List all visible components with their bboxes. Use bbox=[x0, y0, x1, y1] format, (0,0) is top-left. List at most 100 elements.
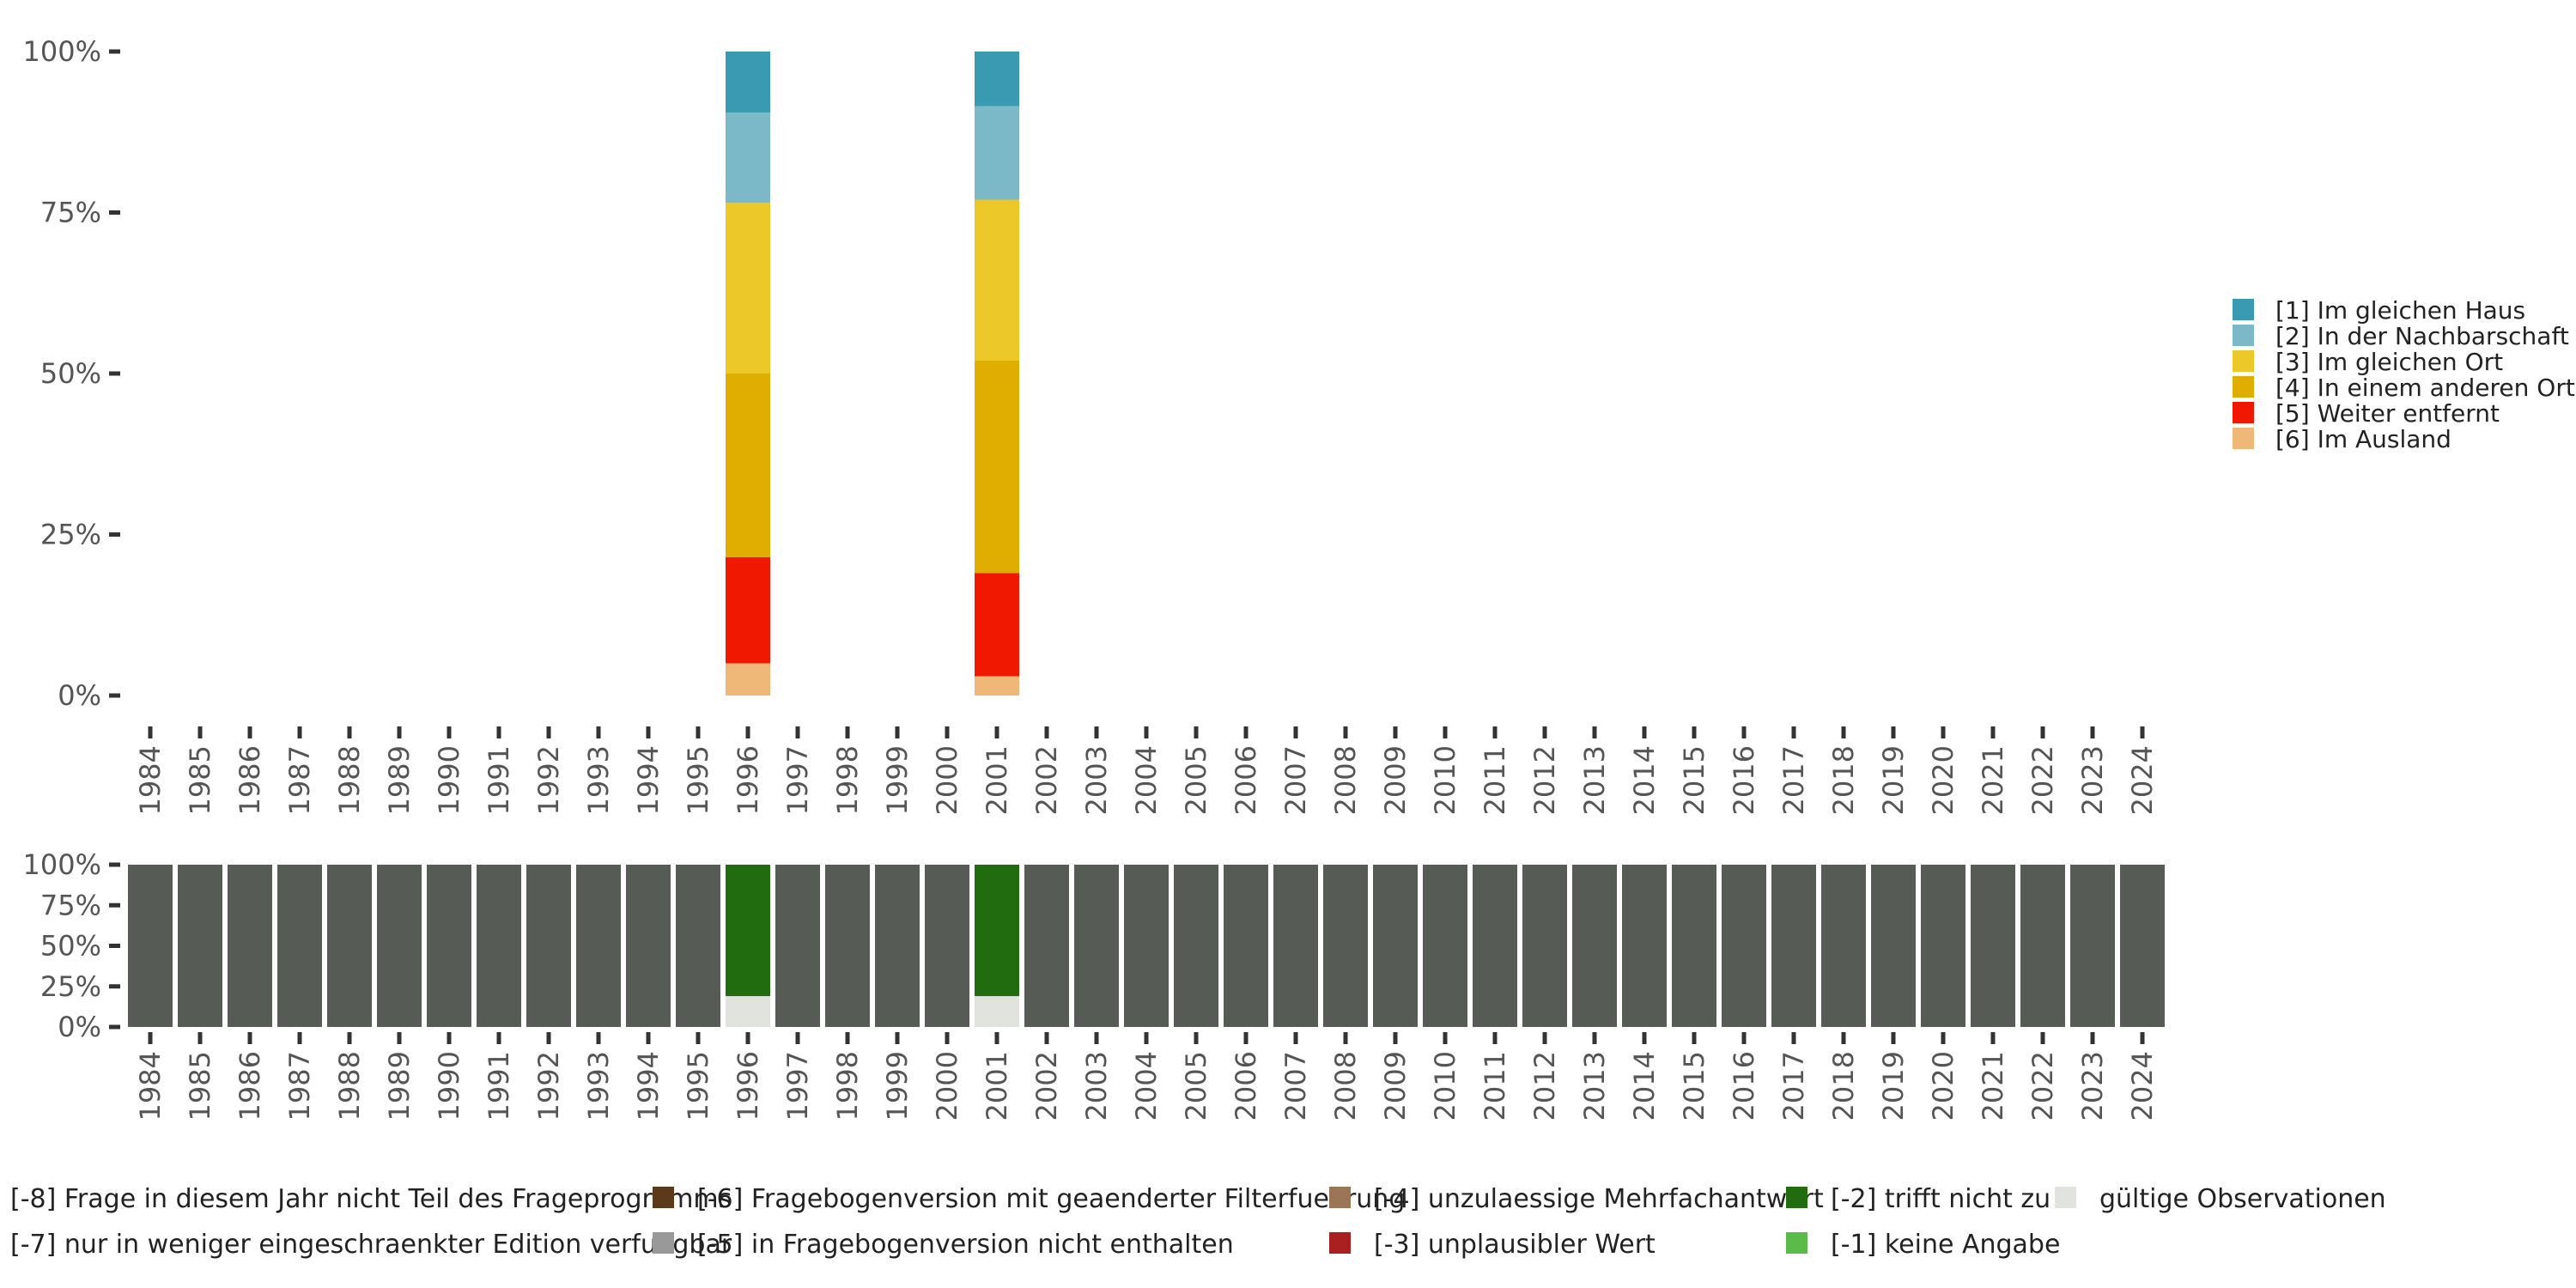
y-tick-label: 75% bbox=[40, 889, 101, 921]
bar-segment bbox=[277, 865, 322, 1027]
x-tick-label: 1995 bbox=[682, 1051, 714, 1121]
bar-segment bbox=[1224, 865, 1268, 1027]
legend-label: [6] Im Ausland bbox=[2275, 425, 2451, 453]
y-tick-label: 50% bbox=[40, 357, 101, 390]
x-tick-label: 1989 bbox=[383, 1051, 416, 1121]
x-tick-label: 1994 bbox=[632, 745, 665, 815]
bar-segment bbox=[975, 361, 1019, 574]
y-tick-label: 25% bbox=[40, 970, 101, 1003]
x-tick-label: 1992 bbox=[532, 745, 565, 815]
x-tick-label: 1990 bbox=[433, 745, 465, 815]
bar-segment bbox=[1871, 865, 1916, 1027]
bar-segment bbox=[1971, 865, 2015, 1027]
bar-segment bbox=[726, 374, 770, 557]
bar-segment bbox=[178, 865, 222, 1027]
x-tick-label: 2016 bbox=[1728, 1051, 1760, 1121]
legend-swatch bbox=[653, 1187, 674, 1208]
x-tick-label: 1988 bbox=[333, 1051, 366, 1121]
legend-swatch bbox=[2055, 1187, 2076, 1208]
y-tick-label: 0% bbox=[58, 1011, 101, 1043]
legend-label: [1] Im gleichen Haus bbox=[2275, 296, 2525, 325]
bar-segment bbox=[1572, 865, 1617, 1027]
bar-segment bbox=[726, 663, 770, 696]
legend-swatch bbox=[2233, 376, 2254, 398]
x-tick-label: 2012 bbox=[1528, 745, 1561, 815]
x-tick-label: 1989 bbox=[383, 745, 416, 815]
bar-segment bbox=[1473, 865, 1517, 1027]
x-tick-label: 2017 bbox=[1777, 745, 1810, 815]
legend-swatch bbox=[2233, 325, 2254, 346]
x-tick-label: 2017 bbox=[1777, 1051, 1810, 1121]
bar-segment bbox=[2020, 865, 2065, 1027]
x-tick-label: 1999 bbox=[881, 745, 914, 815]
x-tick-label: 2013 bbox=[1578, 745, 1611, 815]
legend-swatch bbox=[2233, 299, 2254, 320]
top-legend: [1] Im gleichen Haus[2] In der Nachbarsc… bbox=[2233, 296, 2575, 453]
x-tick-label: 2009 bbox=[1379, 745, 1412, 815]
x-tick-label: 2020 bbox=[1927, 745, 1959, 815]
bar-segment bbox=[1024, 865, 1069, 1027]
legend-swatch bbox=[1329, 1232, 1351, 1254]
x-tick-label: 2021 bbox=[1977, 1051, 2009, 1121]
legend-label: [-1] keine Angabe bbox=[1831, 1230, 2060, 1260]
bar-segment bbox=[1423, 865, 1467, 1027]
x-tick-label: 2011 bbox=[1479, 745, 1511, 815]
x-tick-label: 1996 bbox=[732, 1051, 764, 1121]
x-tick-label: 1991 bbox=[483, 745, 515, 815]
bar-segment bbox=[1124, 865, 1169, 1027]
x-tick-label: 2004 bbox=[1130, 1051, 1163, 1121]
legend-swatch bbox=[1786, 1232, 1807, 1254]
bar-segment bbox=[1672, 865, 1716, 1027]
x-tick-label: 2002 bbox=[1030, 1051, 1063, 1121]
legend-label: [3] Im gleichen Ort bbox=[2275, 348, 2503, 376]
bar-segment bbox=[775, 865, 820, 1027]
x-tick-label: 1995 bbox=[682, 745, 714, 815]
x-tick-label: 2007 bbox=[1279, 745, 1312, 815]
bar-segment bbox=[975, 676, 1019, 696]
bar-segment bbox=[1771, 865, 1816, 1027]
legend-swatch bbox=[653, 1232, 674, 1254]
bar-segment bbox=[1373, 865, 1418, 1027]
legend-swatch bbox=[1786, 1187, 1807, 1208]
bottom-chart: 0% 25% 50% 75% 100% 1984 1985 1986 1987 1988 1989 1… bbox=[23, 848, 2165, 1121]
x-tick-label: 2022 bbox=[2026, 745, 2059, 815]
x-tick-label: 2019 bbox=[1877, 1051, 1910, 1121]
legend-swatch bbox=[2233, 350, 2254, 372]
legend-label: [-2] trifft nicht zu bbox=[1831, 1184, 2050, 1214]
x-tick-label: 2019 bbox=[1877, 745, 1910, 815]
x-tick-label: 1997 bbox=[781, 745, 814, 815]
x-tick-label: 1984 bbox=[134, 1051, 167, 1121]
x-tick-label: 2011 bbox=[1479, 1051, 1511, 1121]
x-tick-label: 1986 bbox=[234, 745, 266, 815]
legend-label: [-4] unzulaessige Mehrfachantwort bbox=[1374, 1184, 1824, 1214]
top-chart: 0% 25% 50% 75% 100% 1984 1985 1986 1987 1988 1989 1… bbox=[23, 35, 2159, 815]
legend-label: [-5] in Fragebogenversion nicht enthalte… bbox=[697, 1230, 1234, 1260]
x-tick-label: 2015 bbox=[1678, 1051, 1710, 1121]
x-tick-label: 2008 bbox=[1329, 1051, 1362, 1121]
bar-segment bbox=[975, 573, 1019, 677]
x-tick-label: 2000 bbox=[931, 1051, 963, 1121]
y-tick-label: 50% bbox=[40, 930, 101, 963]
bar-segment bbox=[676, 865, 720, 1027]
bar-segment bbox=[1273, 865, 1318, 1027]
x-tick-label: 1997 bbox=[781, 1051, 814, 1121]
bar-segment bbox=[228, 865, 272, 1027]
bar-segment bbox=[975, 996, 1019, 1027]
bar-segment bbox=[726, 112, 770, 204]
y-tick-label: 25% bbox=[40, 519, 101, 551]
x-tick-label: 1998 bbox=[831, 745, 864, 815]
bar-segment bbox=[726, 556, 770, 664]
x-tick-label: 2010 bbox=[1429, 745, 1461, 815]
x-tick-label: 1994 bbox=[632, 1051, 665, 1121]
x-tick-label: 1984 bbox=[134, 745, 167, 815]
x-tick-label: 1996 bbox=[732, 745, 764, 815]
legend-swatch bbox=[2233, 402, 2254, 423]
bar-segment bbox=[576, 865, 621, 1027]
x-tick-label: 2020 bbox=[1927, 1051, 1959, 1121]
x-tick-label: 2006 bbox=[1230, 1051, 1262, 1121]
bar-segment bbox=[1921, 865, 1965, 1027]
bar-segment bbox=[327, 865, 372, 1027]
x-tick-label: 2018 bbox=[1827, 745, 1860, 815]
bar-segment bbox=[427, 865, 471, 1027]
